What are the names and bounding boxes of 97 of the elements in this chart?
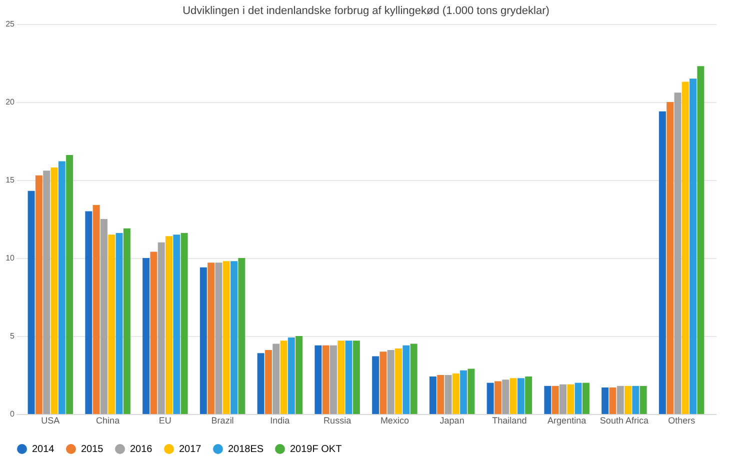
y-tick-label: 10: [6, 254, 16, 262]
bar: [238, 258, 246, 414]
bar: [616, 386, 624, 414]
legend-label: 2016: [130, 444, 153, 455]
bar: [632, 386, 640, 414]
bar: [200, 267, 207, 414]
bar: [58, 161, 66, 414]
bar: [142, 258, 150, 414]
bar: [322, 345, 330, 414]
legend-label: 2019F OKT: [290, 444, 342, 455]
bar: [666, 102, 674, 414]
bar: [602, 387, 609, 414]
bar: [43, 170, 50, 414]
legend-label: 2014: [32, 444, 55, 455]
bar: [66, 155, 74, 414]
bar: [640, 386, 647, 414]
bar: [257, 353, 264, 414]
bar: [395, 348, 402, 414]
bar: [28, 190, 35, 414]
bar: [85, 211, 92, 414]
bar: [525, 376, 532, 414]
bar: [437, 375, 444, 414]
bar: [697, 66, 704, 414]
bar: [296, 336, 303, 414]
bar: [502, 380, 510, 414]
bar: [574, 382, 582, 414]
bar: [372, 356, 380, 414]
bar: [50, 168, 58, 414]
y-tick-label: 5: [10, 332, 16, 340]
bar: [208, 262, 215, 414]
bar: [180, 233, 188, 414]
bar: [158, 242, 165, 414]
bar: [264, 350, 272, 414]
bar: [567, 384, 574, 414]
chart-title: Udviklingen i det indenlandske forbrug af kyllingekød (1.000 tons grydeklar): [182, 5, 550, 17]
bar: [108, 234, 116, 414]
bar: [658, 111, 666, 414]
bar: [345, 340, 352, 414]
x-tick-label: Brazil: [211, 416, 234, 426]
bar: [338, 340, 345, 414]
x-tick-label: Argentina: [548, 416, 586, 426]
bar: [552, 386, 559, 414]
bar: [429, 376, 436, 414]
bar: [173, 234, 180, 414]
bar: [387, 350, 394, 414]
x-tick-label: Japan: [440, 416, 464, 426]
bar: [330, 345, 337, 414]
bar: [494, 381, 502, 414]
bar: [486, 382, 494, 414]
bar: [150, 252, 158, 414]
bar: [380, 352, 387, 414]
bar: [402, 345, 410, 414]
bar: [35, 175, 42, 414]
bar: [690, 78, 697, 414]
bar: [468, 368, 475, 414]
bar: [682, 82, 689, 414]
y-tick-label: 25: [6, 20, 16, 28]
bar: [280, 340, 288, 414]
bar: [510, 378, 517, 414]
bar: [410, 344, 418, 414]
bar: [314, 345, 322, 414]
x-tick-label: EU: [158, 416, 172, 426]
bar: [444, 375, 452, 414]
y-tick-label: 20: [6, 98, 16, 106]
x-tick-label: China: [96, 416, 120, 426]
bar: [230, 261, 238, 414]
legend-label: 2017: [179, 444, 202, 455]
x-tick-label: Mexico: [380, 416, 409, 426]
bar: [166, 236, 173, 414]
bar: [460, 370, 468, 414]
bar: [272, 344, 280, 414]
x-tick-label: USA: [41, 416, 60, 426]
bar: [582, 382, 590, 414]
bar: [352, 340, 360, 414]
bar: [123, 228, 130, 414]
bar: [609, 387, 616, 414]
bar: [452, 373, 460, 414]
legend-label: 2015: [81, 444, 104, 455]
bar: [674, 92, 682, 414]
bar: [624, 386, 632, 414]
y-tick-label: 15: [6, 176, 16, 184]
x-tick-label: India: [270, 416, 290, 426]
bar: [544, 386, 552, 414]
bar: [222, 261, 230, 414]
bar: [116, 233, 123, 414]
x-tick-label: Russia: [324, 416, 352, 426]
bar: [559, 384, 566, 414]
bar: [92, 204, 100, 414]
bar: [517, 378, 524, 414]
x-tick-label: Others: [668, 416, 696, 426]
legend-label: 2018ES: [228, 444, 264, 455]
x-tick-label: Thailand: [492, 416, 527, 426]
y-tick-label: 0: [10, 410, 16, 418]
x-tick-label: South Africa: [600, 416, 648, 426]
bar: [100, 219, 108, 414]
bar: [288, 338, 295, 414]
bar: [215, 262, 222, 414]
